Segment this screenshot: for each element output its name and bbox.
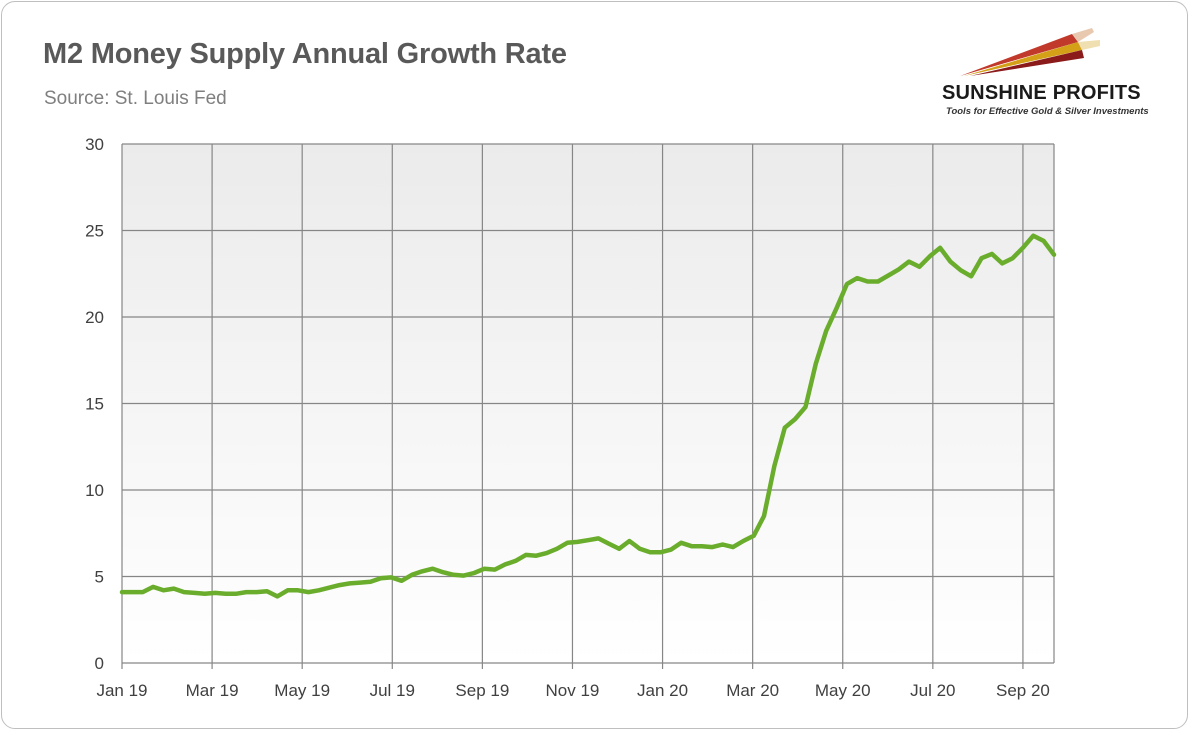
series-layer — [119, 233, 1057, 599]
y-tick-label: 5 — [95, 568, 104, 587]
y-tick-label: 20 — [85, 308, 104, 327]
x-tick-label: Mar 19 — [186, 681, 239, 700]
x-tick-label: Jul 20 — [910, 681, 955, 700]
x-tick-label: May 20 — [815, 681, 871, 700]
x-tick-label: Sep 19 — [455, 681, 509, 700]
x-axis: Jan 19 Mar 19 May 19 Jul 19 Sep 19 Nov 19 Jan … — [96, 663, 1050, 700]
x-tick-label: Jan 19 — [96, 681, 147, 700]
chart-title: M2 Money Supply Annual Growth Rate — [43, 38, 567, 70]
chart-subtitle: Source: St. Louis Fed — [44, 88, 227, 109]
y-tick-label: 15 — [85, 395, 104, 414]
x-tick-label: Mar 20 — [726, 681, 779, 700]
x-tick-label: Sep 20 — [996, 681, 1050, 700]
x-tick-label: Jul 19 — [370, 681, 415, 700]
logo-name: SUNSHINE PROFITS — [942, 82, 1141, 104]
logo-tagline: Tools for Effective Gold & Silver Invest… — [946, 106, 1149, 117]
x-tick-label: Nov 19 — [546, 681, 600, 700]
sunshine-profits-logo: SUNSHINE PROFITS Tools for Effective Gol… — [932, 20, 1172, 120]
y-tick-label: 25 — [85, 222, 104, 241]
x-tick-label: Jan 20 — [637, 681, 688, 700]
x-tick-label: May 19 — [274, 681, 330, 700]
logo-sunburst-icon — [960, 28, 1100, 76]
y-tick-label: 0 — [95, 654, 104, 673]
y-tick-label: 30 — [85, 135, 104, 154]
m2-growth-series-line — [119, 233, 1057, 599]
y-tick-label: 10 — [85, 481, 104, 500]
y-axis: 0 5 10 15 20 25 30 — [85, 135, 104, 673]
